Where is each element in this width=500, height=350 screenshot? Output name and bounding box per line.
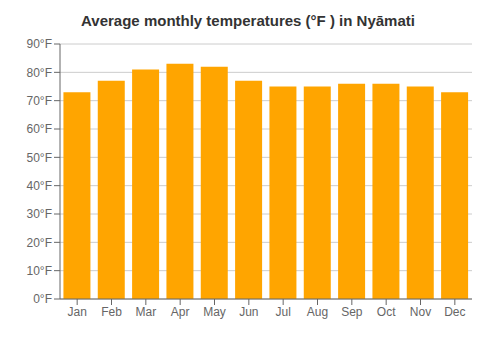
svg-text:80°F: 80°F	[27, 66, 52, 80]
svg-text:Jul: Jul	[275, 305, 290, 319]
svg-text:60°F: 60°F	[27, 122, 52, 136]
svg-text:Aug: Aug	[307, 305, 328, 319]
svg-text:May: May	[203, 305, 226, 319]
svg-text:50°F: 50°F	[27, 151, 52, 165]
svg-text:20°F: 20°F	[27, 236, 52, 250]
svg-text:Sep: Sep	[341, 305, 363, 319]
svg-text:Jan: Jan	[67, 305, 86, 319]
svg-text:30°F: 30°F	[27, 207, 52, 221]
svg-text:Nov: Nov	[410, 305, 431, 319]
svg-text:Apr: Apr	[171, 305, 190, 319]
svg-text:90°F: 90°F	[27, 37, 52, 51]
svg-text:Oct: Oct	[377, 305, 396, 319]
svg-text:Dec: Dec	[444, 305, 465, 319]
svg-text:0°F: 0°F	[33, 292, 52, 306]
svg-text:40°F: 40°F	[27, 179, 52, 193]
svg-text:Mar: Mar	[135, 305, 156, 319]
html-text:Average monthly temperatures (: Average monthly temperatures (°F ) in Ny…	[81, 12, 415, 29]
svg-text:10°F: 10°F	[27, 264, 52, 278]
svg-text:Feb: Feb	[101, 305, 122, 319]
svg-text:Jun: Jun	[239, 305, 258, 319]
svg-text:70°F: 70°F	[27, 94, 52, 108]
